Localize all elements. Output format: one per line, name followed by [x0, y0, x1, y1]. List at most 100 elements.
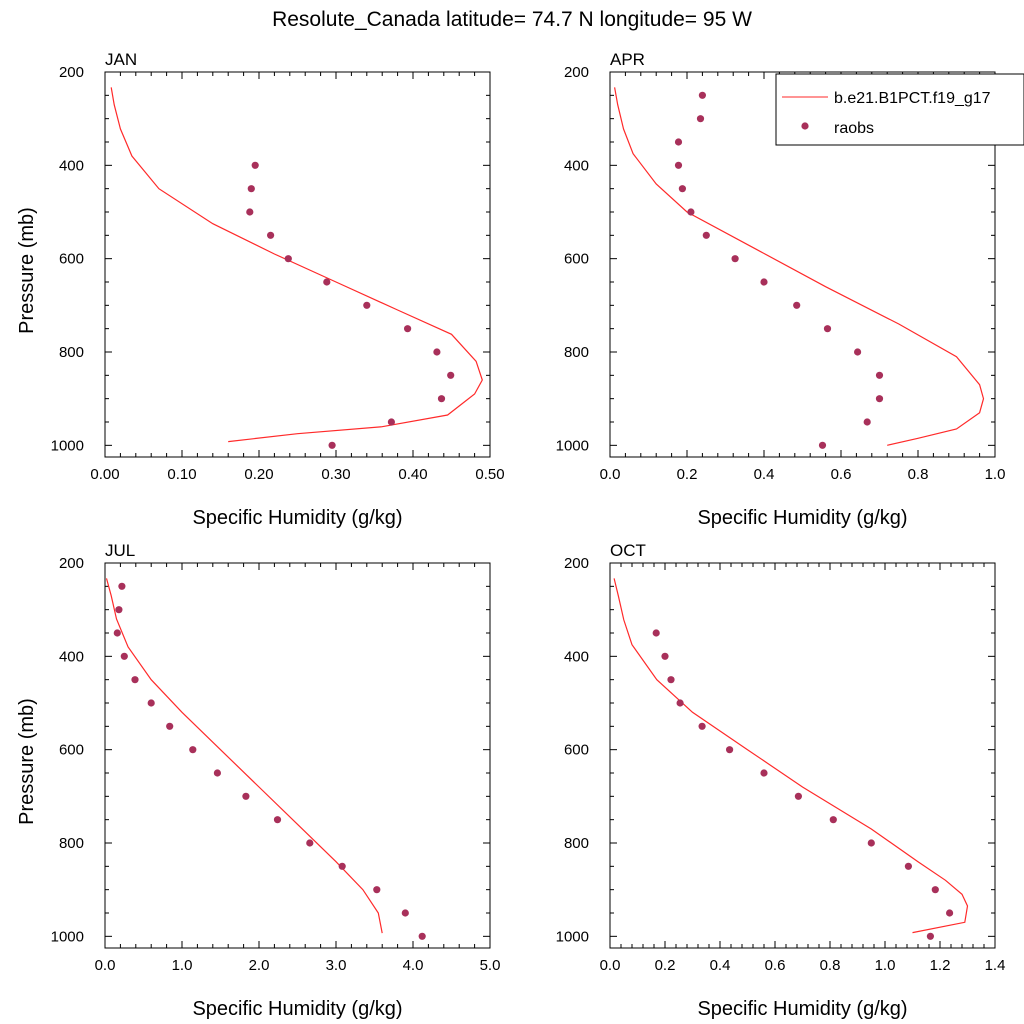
y-tick-label: 800: [564, 344, 589, 361]
raobs-point: [702, 231, 710, 239]
raobs-point: [242, 792, 250, 800]
x-tick-label: 5.0: [480, 957, 501, 974]
x-tick-label: 0.8: [820, 957, 841, 974]
raobs-point: [338, 862, 346, 870]
y-tick-label: 1000: [556, 437, 589, 454]
y-tick-label: 400: [564, 157, 589, 174]
x-tick-label: 0.0: [95, 957, 116, 974]
x-tick-label: 0.30: [321, 466, 350, 483]
model-line-oct: [613, 578, 969, 934]
y-tick-label: 600: [564, 251, 589, 268]
y-tick-label: 200: [59, 64, 84, 81]
raobs-point: [760, 278, 768, 286]
y-tick-label: 200: [564, 64, 589, 81]
raobs-point: [687, 208, 695, 216]
y-tick-label: 800: [59, 835, 84, 852]
legend-model-label: b.e21.B1PCT.f19_g17: [834, 90, 991, 107]
raobs-point: [373, 886, 381, 894]
x-tick-label: 0.2: [677, 466, 698, 483]
x-tick-label: 0.8: [908, 466, 929, 483]
raobs-point: [676, 699, 684, 707]
raobs-point: [120, 652, 128, 660]
x-tick-label: 0.00: [90, 466, 119, 483]
raobs-point: [667, 676, 675, 684]
raobs-point: [674, 161, 683, 169]
raobs-point: [323, 278, 331, 286]
raobs-point: [823, 325, 832, 333]
raobs-point: [267, 231, 275, 239]
panel-title: OCT: [610, 541, 646, 560]
x-axis-label: Specific Humidity (g/kg): [192, 507, 402, 529]
raobs-point: [437, 395, 446, 403]
raobs-point: [306, 839, 314, 847]
figure-title: Resolute_Canada latitude= 74.7 N longitu…: [272, 8, 752, 31]
panel-title: JUL: [105, 541, 135, 560]
plot-frame: [104, 562, 491, 949]
x-tick-label: 0.4: [710, 957, 731, 974]
raobs-point: [113, 629, 121, 637]
y-tick-label: 800: [564, 835, 589, 852]
raobs-point: [926, 932, 935, 940]
x-tick-label: 1.0: [875, 957, 896, 974]
raobs-point: [387, 418, 395, 426]
raobs-point: [115, 606, 123, 614]
y-tick-label: 800: [59, 344, 84, 361]
y-axis-label: Pressure (mb): [16, 207, 38, 334]
x-tick-label: 2.0: [249, 957, 270, 974]
x-tick-label: 3.0: [326, 957, 347, 974]
x-axis-label: Specific Humidity (g/kg): [697, 507, 907, 529]
model-line-jul: [105, 578, 383, 934]
raobs-point: [433, 348, 441, 356]
x-tick-label: 1.0: [172, 957, 193, 974]
raobs-point: [678, 185, 687, 193]
x-tick-label: 1.4: [985, 957, 1006, 974]
panel-title: APR: [610, 50, 645, 69]
raobs-point: [273, 816, 282, 824]
x-tick-label: 0.20: [244, 466, 273, 483]
x-tick-label: 0.6: [831, 466, 852, 483]
y-tick-label: 600: [59, 251, 84, 268]
panel-title: JAN: [105, 50, 137, 69]
x-axis-label: Specific Humidity (g/kg): [697, 998, 907, 1020]
raobs-point: [931, 886, 939, 894]
x-tick-label: 0.2: [655, 957, 676, 974]
model-line-jan: [110, 87, 483, 443]
x-axis-label: Specific Humidity (g/kg): [192, 998, 402, 1020]
x-tick-label: 0.0: [600, 466, 621, 483]
raobs-point: [166, 722, 174, 730]
raobs-point: [418, 932, 426, 940]
raobs-point: [328, 441, 336, 449]
raobs-point: [251, 161, 259, 169]
legend-box: [775, 73, 1024, 146]
y-axis-label: Pressure (mb): [16, 698, 38, 825]
x-tick-label: 1.2: [930, 957, 951, 974]
raobs-point: [726, 746, 734, 754]
x-tick-label: 0.4: [754, 466, 775, 483]
plot-frame: [609, 562, 996, 949]
legend-obs-label: raobs: [834, 120, 874, 137]
y-tick-label: 200: [59, 555, 84, 572]
raobs-point: [404, 325, 412, 333]
x-tick-label: 0.10: [167, 466, 196, 483]
y-tick-label: 1000: [51, 928, 84, 945]
x-tick-label: 0.40: [398, 466, 427, 483]
y-tick-label: 400: [59, 648, 84, 665]
raobs-point: [904, 862, 913, 870]
y-tick-label: 1000: [556, 928, 589, 945]
plot-frame: [609, 71, 996, 458]
y-tick-label: 400: [59, 157, 84, 174]
model-line-apr: [614, 87, 985, 446]
raobs-point: [829, 816, 837, 824]
panel-oct: OCT 0.0 0.2 0.4 0.6 0.8 1.0 1.2 1.4 200 400 600 800 1…: [556, 541, 1006, 1020]
raobs-point: [854, 348, 862, 356]
raobs-point: [698, 91, 707, 99]
raobs-point: [875, 371, 884, 379]
legend-marker-swatch: [801, 122, 809, 130]
raobs-point: [189, 746, 197, 754]
panel-jan: JAN 0.00 0.10 0.20 0.30 0.40 0.50 200 400 600 800 1…: [16, 50, 505, 529]
raobs-point: [946, 909, 954, 917]
raobs-point: [363, 301, 371, 309]
raobs-point: [793, 301, 801, 309]
y-tick-label: 1000: [51, 437, 84, 454]
